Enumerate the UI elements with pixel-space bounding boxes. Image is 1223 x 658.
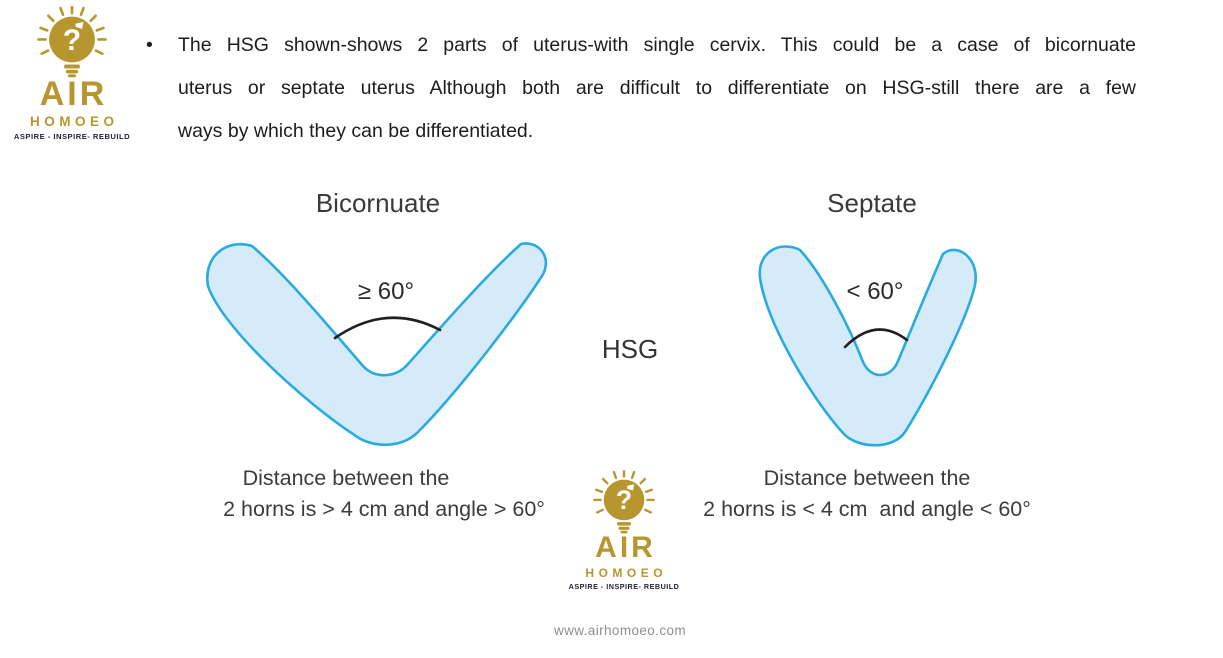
logo-subname: HOMOEO — [29, 114, 119, 129]
bicornuate-angle-arc — [333, 316, 442, 340]
septate-uterus-diagram — [758, 245, 977, 447]
septate-title: Septate — [827, 188, 917, 218]
website-link: www.airhomoeo.com — [553, 623, 687, 638]
bullet-paragraph: The HSG shown-shows 2 parts of uterus-wi… — [178, 24, 1136, 153]
bicornuate-uterus-shape — [205, 242, 548, 446]
logo-tagline: ASPIRE - INSPIRE- REBUILD — [13, 131, 131, 141]
bicornuate-angle-label: ≥ 60° — [357, 278, 415, 305]
bicornuate-caption-line1: Distance between the — [242, 466, 450, 490]
hsg-label: HSG — [601, 334, 659, 364]
bullet-line-3: ways by which they can be differentiated… — [178, 120, 534, 142]
lightbulb-icon — [28, 6, 116, 80]
septate-angle-arc — [843, 328, 909, 349]
logo-name: AIR — [595, 531, 656, 564]
septate-caption-line2: 2 horns is < 4 cm and angle < 60° — [703, 497, 1031, 521]
logo-tagline: ASPIRE - INSPIRE- REBUILD — [568, 582, 680, 591]
bullet-line-1: The HSG shown-shows 2 parts of uterus-wi… — [178, 34, 1136, 56]
septate-uterus-shape — [758, 245, 977, 447]
bullet-marker: • — [146, 34, 153, 56]
bicornuate-uterus-diagram — [205, 242, 548, 446]
lightbulb-icon — [585, 470, 663, 536]
septate-caption-line1: Distance between the — [763, 466, 971, 490]
bullet-line-2: uterus or septate uterus Although both a… — [178, 77, 1136, 99]
logo-subname: HOMOEO — [585, 566, 668, 580]
septate-angle-label: < 60° — [846, 278, 904, 305]
bicornuate-title: Bicornuate — [315, 188, 441, 218]
air-homoeo-logo-center: AIR HOMOEO ASPIRE - INSPIRE- REBUILD — [569, 470, 679, 590]
air-homoeo-logo-top: AIR HOMOEO ASPIRE - INSPIRE- REBUILD — [13, 6, 131, 141]
bicornuate-caption-line2: 2 horns is > 4 cm and angle > 60° — [223, 497, 545, 521]
logo-name: AIR — [39, 75, 108, 113]
